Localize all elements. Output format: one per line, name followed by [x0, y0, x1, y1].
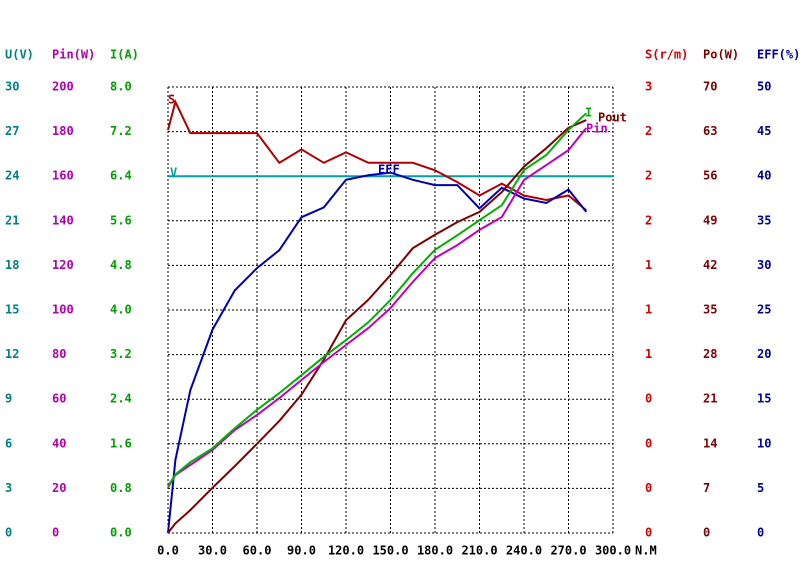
axis-title: EFF(%): [757, 48, 800, 62]
y-tick-label: 160: [52, 169, 74, 183]
axis-title: Po(W): [703, 48, 739, 62]
y-tick-label: 2.4: [110, 392, 132, 406]
y-tick-label: 15: [5, 303, 19, 317]
x-tick-label: 120.0: [328, 544, 364, 558]
y-tick-label: 200: [52, 80, 74, 94]
axis-title: Pin(W): [52, 48, 95, 62]
series-label: Pin: [586, 122, 608, 136]
y-tick-label: 0.0: [110, 526, 132, 540]
y-tick-label: 42: [703, 258, 717, 272]
y-tick-label: 56: [703, 169, 717, 183]
y-tick-label: 4.8: [110, 258, 132, 272]
y-tick-label: 12: [5, 347, 19, 361]
y-tick-label: 3.2: [110, 347, 132, 361]
series-line: [167, 127, 588, 487]
x-tick-label: 0.0: [157, 544, 179, 558]
y-tick-label: 0: [703, 526, 710, 540]
y-tick-label: 5: [757, 481, 764, 495]
x-axis-label: N.M: [635, 544, 657, 558]
axis-title: S(r/m): [645, 48, 688, 62]
x-tick-label: 150.0: [372, 544, 408, 558]
y-tick-label: 100: [52, 303, 74, 317]
y-tick-label: 20: [757, 347, 771, 361]
y-tick-label: 20: [52, 481, 66, 495]
series-line: [167, 171, 588, 534]
series-label: Pout: [598, 111, 627, 125]
axis-title: I(A): [110, 48, 139, 62]
y-tick-label: 0: [5, 526, 12, 540]
series-label: EFF: [378, 163, 400, 177]
x-tick-label: 180.0: [417, 544, 453, 558]
y-tick-label: 0: [645, 392, 652, 406]
y-tick-label: 1: [645, 303, 652, 317]
y-tick-label: 25: [757, 303, 771, 317]
x-tick-label: 30.0: [198, 544, 227, 558]
y-tick-label: 2: [645, 169, 652, 183]
y-tick-label: 18: [5, 258, 19, 272]
y-tick-label: 2: [645, 213, 652, 227]
y-tick-label: 30: [757, 258, 771, 272]
y-tick-label: 6.4: [110, 169, 132, 183]
y-tick-label: 3: [645, 80, 652, 94]
y-tick-label: 180: [52, 124, 74, 138]
y-tick-label: 5.6: [110, 213, 132, 227]
y-tick-label: 63: [703, 124, 717, 138]
y-tick-label: 0: [645, 481, 652, 495]
y-tick-label: 8.0: [110, 80, 132, 94]
series-label: S: [168, 93, 175, 107]
x-tick-label: 270.0: [550, 544, 586, 558]
y-tick-label: 27: [5, 124, 19, 138]
y-tick-label: 6: [5, 436, 12, 450]
y-tick-label: 49: [703, 213, 717, 227]
y-tick-label: 3: [5, 481, 12, 495]
axis-title: U(V): [5, 48, 34, 62]
y-tick-label: 10: [757, 436, 771, 450]
y-tick-label: 35: [703, 303, 717, 317]
y-tick-label: 80: [52, 347, 66, 361]
y-tick-label: 2: [645, 124, 652, 138]
series-line: [167, 119, 587, 534]
y-tick-label: 60: [52, 392, 66, 406]
x-tick-label: 300.0: [595, 544, 631, 558]
x-tick-label: 210.0: [461, 544, 497, 558]
y-tick-label: 1.6: [110, 436, 132, 450]
y-tick-label: 0: [52, 526, 59, 540]
y-tick-label: 45: [757, 124, 771, 138]
series-label: I: [585, 106, 592, 120]
x-tick-label: 90.0: [287, 544, 316, 558]
y-tick-label: 1: [645, 347, 652, 361]
y-tick-label: 70: [703, 80, 717, 94]
x-tick-label: 60.0: [243, 544, 272, 558]
y-tick-label: 40: [52, 436, 66, 450]
y-tick-label: 0.8: [110, 481, 132, 495]
y-tick-label: 7.2: [110, 124, 132, 138]
y-tick-label: 4.0: [110, 303, 132, 317]
y-tick-label: 21: [5, 213, 19, 227]
y-tick-label: 1: [645, 258, 652, 272]
y-tick-label: 40: [757, 169, 771, 183]
y-tick-label: 0: [645, 436, 652, 450]
y-tick-label: 24: [5, 169, 19, 183]
y-tick-label: 9: [5, 392, 12, 406]
y-tick-label: 7: [703, 481, 710, 495]
series-line: [167, 112, 587, 489]
y-tick-label: 35: [757, 213, 771, 227]
x-tick-label: 240.0: [506, 544, 542, 558]
y-tick-label: 28: [703, 347, 717, 361]
y-tick-label: 0: [757, 526, 764, 540]
y-tick-label: 30: [5, 80, 19, 94]
y-tick-label: 120: [52, 258, 74, 272]
y-tick-label: 15: [757, 392, 771, 406]
y-tick-label: 14: [703, 436, 717, 450]
series-label: V: [170, 166, 177, 180]
y-tick-label: 140: [52, 213, 74, 227]
y-tick-label: 0: [645, 526, 652, 540]
y-tick-label: 50: [757, 80, 771, 94]
y-tick-label: 21: [703, 392, 717, 406]
